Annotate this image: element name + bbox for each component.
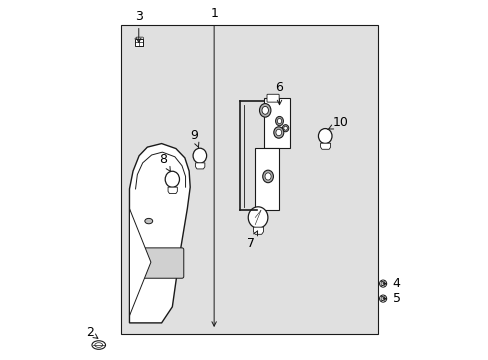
Ellipse shape — [165, 171, 179, 187]
Ellipse shape — [275, 129, 281, 136]
Ellipse shape — [318, 129, 331, 144]
Ellipse shape — [275, 116, 283, 126]
Ellipse shape — [379, 280, 386, 287]
Polygon shape — [129, 144, 190, 323]
Ellipse shape — [379, 295, 386, 302]
Text: 2: 2 — [86, 327, 98, 339]
Ellipse shape — [248, 207, 267, 228]
Text: 8: 8 — [159, 153, 170, 171]
Text: 10: 10 — [327, 116, 348, 130]
Ellipse shape — [277, 118, 281, 123]
Ellipse shape — [282, 125, 288, 132]
Ellipse shape — [283, 126, 287, 130]
FancyBboxPatch shape — [135, 39, 142, 46]
Text: 9: 9 — [189, 129, 199, 147]
Text: 7: 7 — [246, 231, 257, 250]
Ellipse shape — [193, 148, 206, 163]
Bar — [254, 148, 278, 210]
Ellipse shape — [144, 219, 152, 224]
FancyBboxPatch shape — [139, 248, 183, 278]
Text: 6: 6 — [275, 81, 283, 105]
Text: 1: 1 — [210, 8, 218, 326]
Ellipse shape — [95, 343, 102, 347]
Polygon shape — [253, 227, 263, 234]
Polygon shape — [320, 143, 330, 149]
Ellipse shape — [259, 104, 270, 117]
FancyBboxPatch shape — [266, 94, 279, 102]
Ellipse shape — [380, 282, 384, 285]
Bar — [121, 24, 378, 334]
Polygon shape — [168, 187, 177, 194]
Ellipse shape — [92, 341, 105, 349]
Text: 4: 4 — [381, 277, 400, 290]
Text: 3: 3 — [135, 10, 142, 42]
Ellipse shape — [264, 173, 270, 180]
Ellipse shape — [262, 107, 268, 114]
Polygon shape — [195, 163, 204, 169]
Bar — [264, 98, 289, 148]
Ellipse shape — [262, 170, 273, 183]
Polygon shape — [129, 208, 151, 316]
Text: 5: 5 — [381, 292, 400, 305]
Ellipse shape — [273, 127, 283, 138]
Ellipse shape — [380, 297, 384, 301]
